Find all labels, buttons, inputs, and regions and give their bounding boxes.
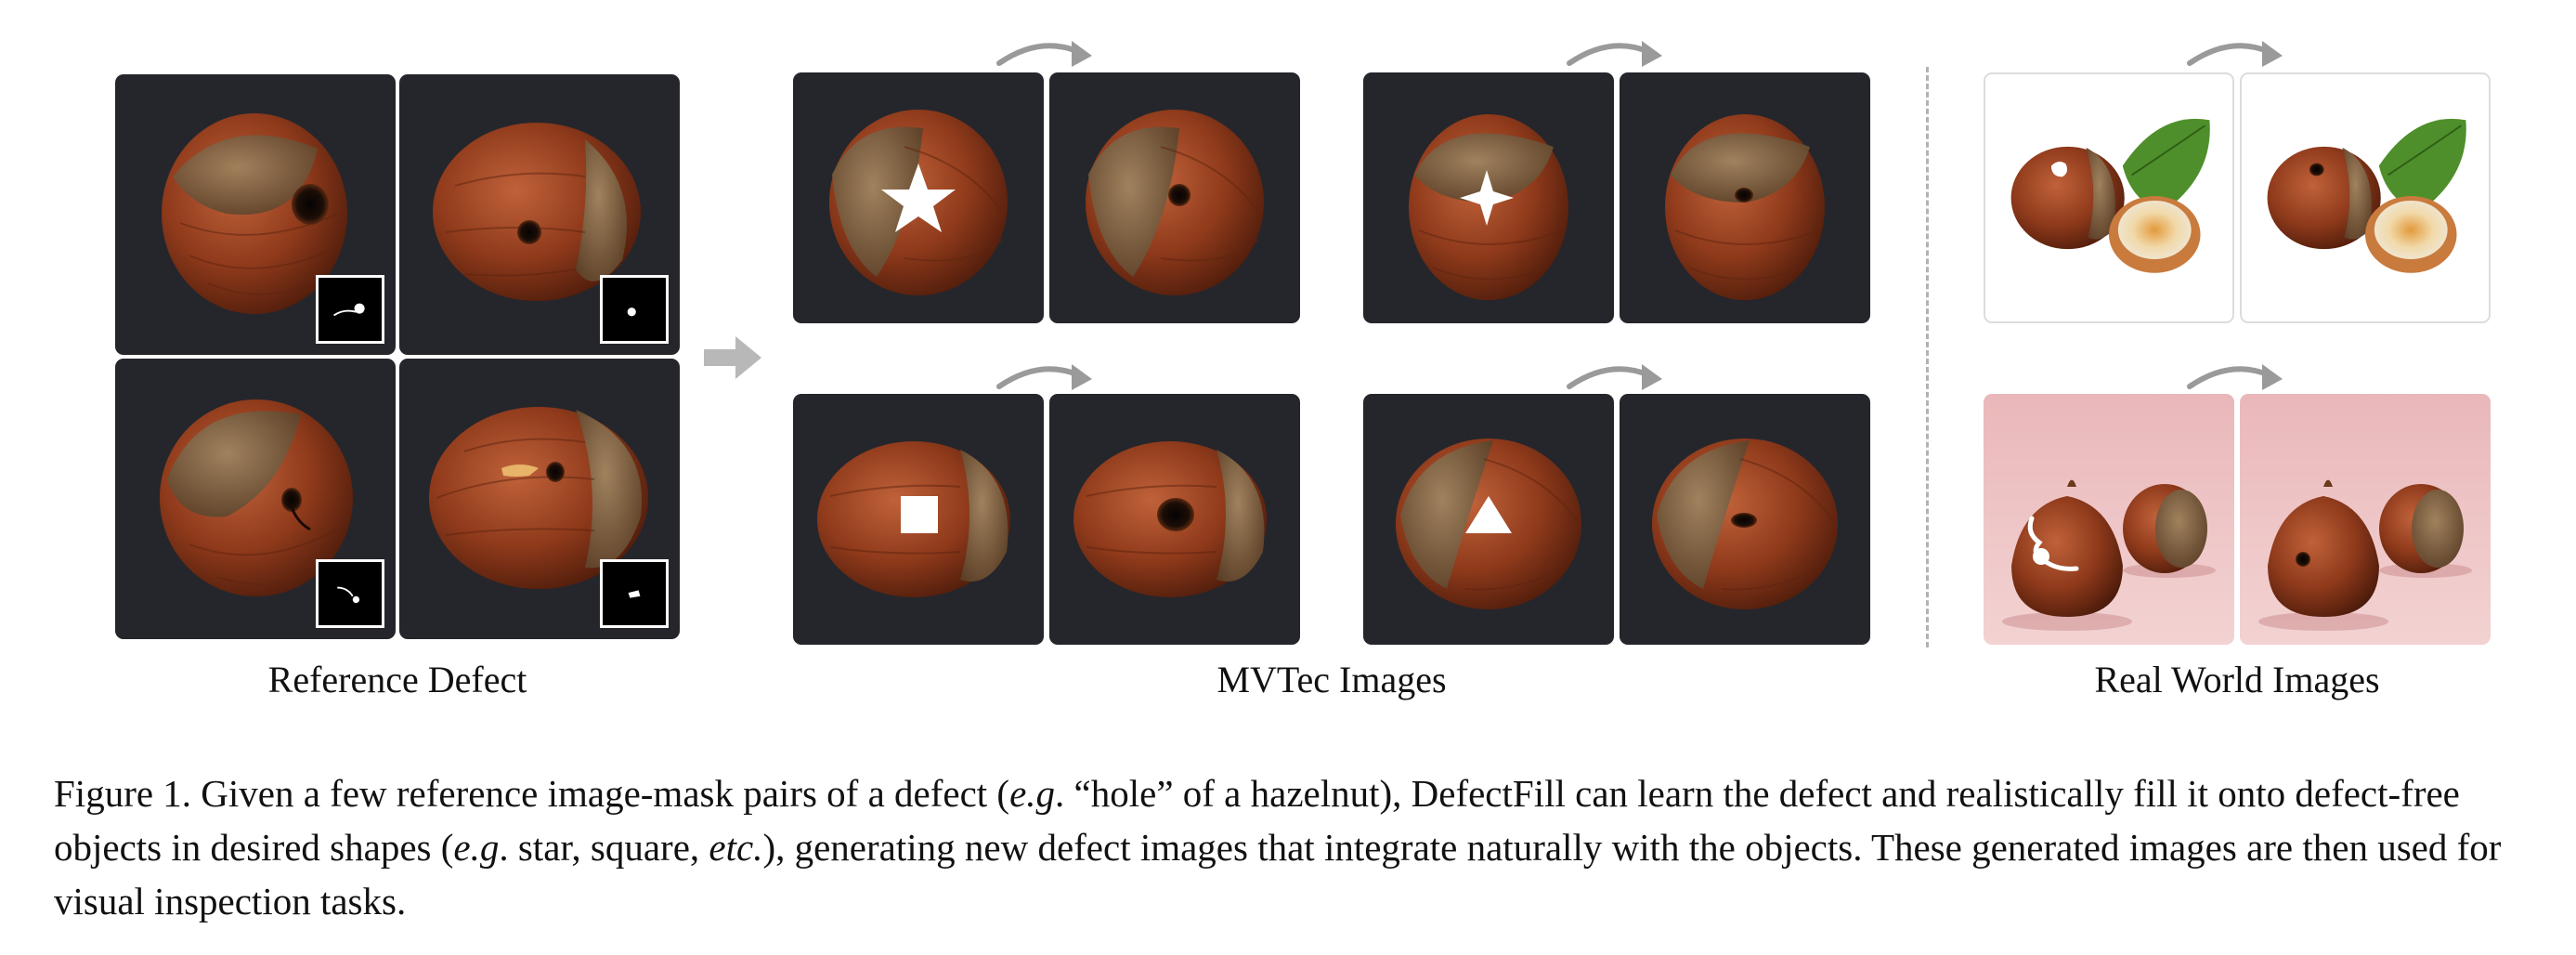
hazelnut-figure xyxy=(1049,72,1300,323)
mvtec-input-square xyxy=(793,394,1044,645)
reference-image-2 xyxy=(399,74,680,355)
curved-arrow-icon xyxy=(2184,359,2286,396)
mvtec-input-four-point-star xyxy=(1363,72,1614,323)
real-world-images-label: Real World Images xyxy=(1984,658,2491,701)
defect-mask xyxy=(316,559,384,628)
reference-image-1 xyxy=(115,74,396,355)
real-world-input-white xyxy=(1984,72,2234,323)
defect-mask xyxy=(600,275,669,344)
caption-eg-2: e.g xyxy=(453,826,499,869)
reference-image-4 xyxy=(399,359,680,639)
curved-arrow-icon xyxy=(1564,35,1666,72)
hazelnut-figure xyxy=(1363,394,1614,645)
mvtec-output-triangle xyxy=(1620,394,1870,645)
mvtec-input-star xyxy=(793,72,1044,323)
reference-defect-label: Reference Defect xyxy=(115,658,680,701)
real-world-output-white xyxy=(2240,72,2491,323)
section-divider xyxy=(1926,67,1929,648)
curved-arrow-icon xyxy=(994,35,1096,72)
real-world-output-pink xyxy=(2240,394,2491,645)
hazelnut-figure xyxy=(1620,394,1870,645)
hazelnut-figure xyxy=(793,394,1044,645)
mvtec-output-star xyxy=(1049,72,1300,323)
mvtec-output-square xyxy=(1049,394,1300,645)
caption-lead: Figure 1. Given a few reference image-ma… xyxy=(54,772,1009,815)
hazelnut-figure xyxy=(1985,74,2232,321)
hazelnut-figure xyxy=(1363,72,1614,323)
hazelnut-figure xyxy=(2240,394,2491,645)
curved-arrow-icon xyxy=(2184,35,2286,72)
figure-caption: Figure 1. Given a few reference image-ma… xyxy=(54,766,2552,928)
hazelnut-figure xyxy=(793,72,1044,323)
hazelnut-figure xyxy=(2242,74,2489,321)
hazelnut-figure xyxy=(1984,394,2234,645)
defect-mask xyxy=(316,275,384,344)
mvtec-output-four-point-star xyxy=(1620,72,1870,323)
caption-etc: etc. xyxy=(709,826,762,869)
hazelnut-figure xyxy=(1049,394,1300,645)
curved-arrow-icon xyxy=(994,359,1096,396)
caption-segment-2: . star, square, xyxy=(499,826,709,869)
curved-arrow-icon xyxy=(1564,359,1666,396)
square-shape-mask xyxy=(901,496,938,533)
mvtec-images-label: MVTec Images xyxy=(793,658,1870,701)
defect-mask xyxy=(600,559,669,628)
reference-image-3 xyxy=(115,359,396,639)
caption-eg-1: e.g xyxy=(1009,772,1055,815)
hazelnut-figure xyxy=(1620,72,1870,323)
real-world-input-pink xyxy=(1984,394,2234,645)
right-arrow-icon xyxy=(702,334,763,381)
mvtec-input-triangle xyxy=(1363,394,1614,645)
